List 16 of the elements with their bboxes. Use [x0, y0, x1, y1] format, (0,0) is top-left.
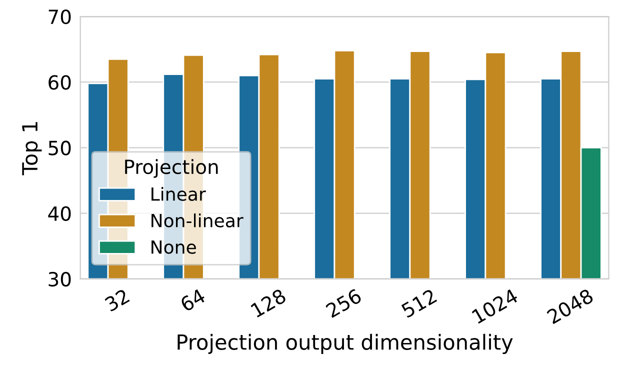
y-tick-label: 30	[48, 272, 71, 287]
y-tick-label: 50	[48, 140, 71, 156]
y-tick-label: 60	[48, 75, 71, 90]
legend-label: None	[152, 240, 196, 254]
x-tick-label: 512	[400, 288, 438, 318]
x-tick-label: 128	[250, 288, 287, 318]
legend-label: Linear	[152, 186, 206, 201]
legend-title: Projection	[125, 159, 218, 178]
x-axis-title: Projection output dimensionality	[178, 334, 513, 354]
y-tick-label: 40	[48, 206, 71, 221]
y-axis-title: Top 1	[22, 122, 42, 176]
x-tick-label: 64	[179, 288, 206, 312]
legend-label: Non-linear	[152, 213, 244, 228]
x-tick-label: 256	[325, 288, 362, 318]
x-tick-label: 32	[104, 288, 130, 312]
y-tick-label: 70	[48, 9, 71, 24]
